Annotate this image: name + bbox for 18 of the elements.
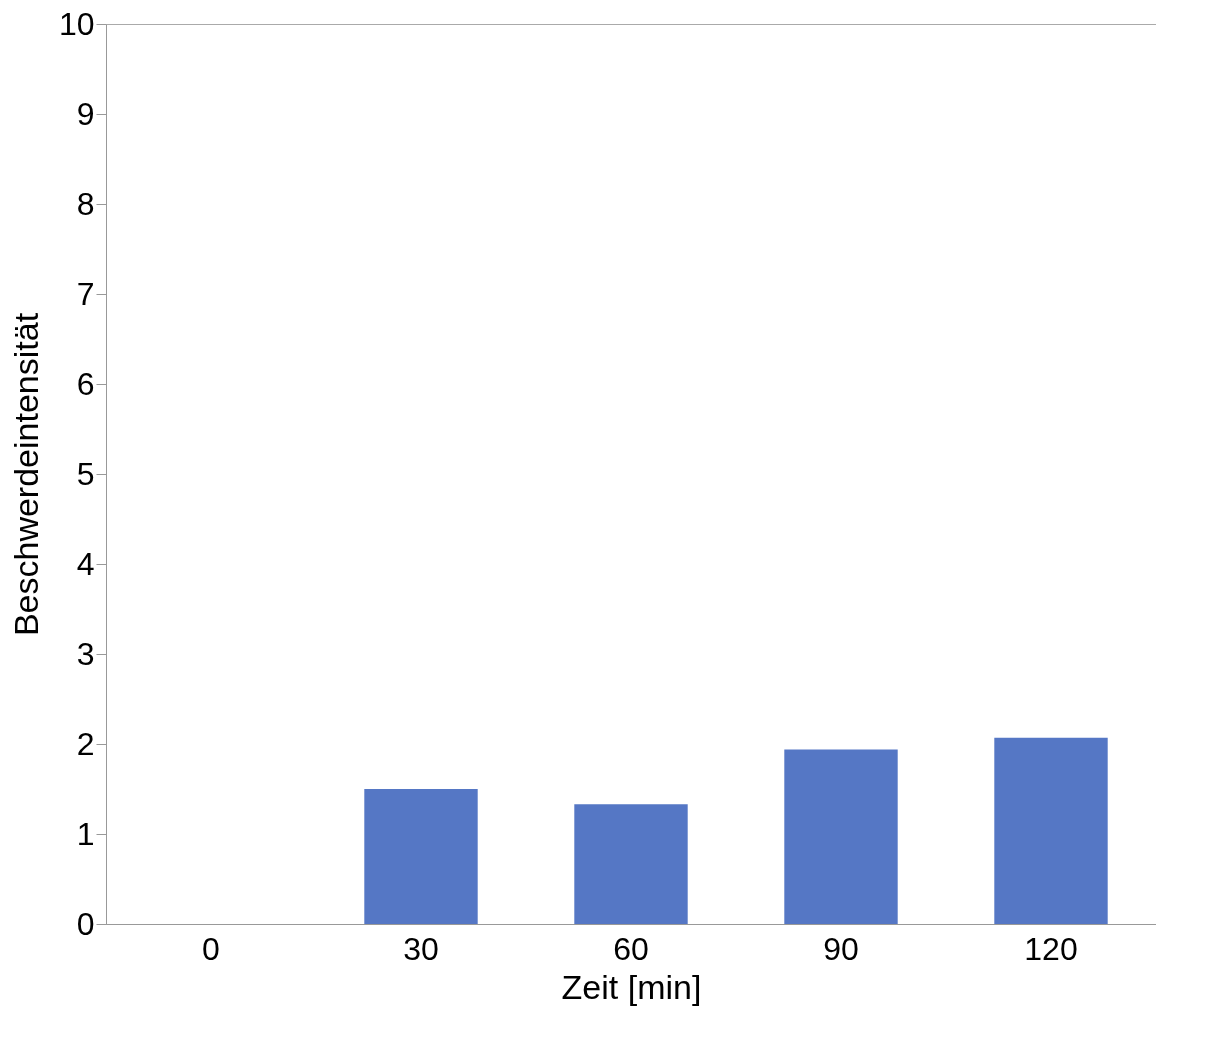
x-tick-label: 0 (202, 930, 220, 967)
y-tick-label: 8 (76, 185, 95, 222)
x-tick-label: 30 (403, 930, 439, 967)
y-tick-label: 3 (76, 635, 95, 672)
y-tick-label: 2 (76, 725, 95, 762)
x-tick-label: 90 (823, 930, 859, 967)
x-tick-label: 120 (1024, 930, 1078, 967)
y-tick-label: 7 (76, 275, 95, 312)
y-tick-label: 5 (76, 455, 95, 492)
y-tick-label: 1 (76, 815, 95, 852)
y-tick-label: 10 (58, 5, 95, 42)
y-tick-label: 9 (76, 95, 95, 132)
y-tick-label: 0 (76, 905, 95, 942)
y-tick-label: 6 (76, 365, 95, 402)
x-tick-label: 60 (613, 930, 649, 967)
x-axis-title: Zeit [min] (561, 967, 702, 1006)
y-tick-label: 4 (76, 545, 95, 582)
y-axis-title: Beschwerdeintensität (6, 312, 45, 637)
